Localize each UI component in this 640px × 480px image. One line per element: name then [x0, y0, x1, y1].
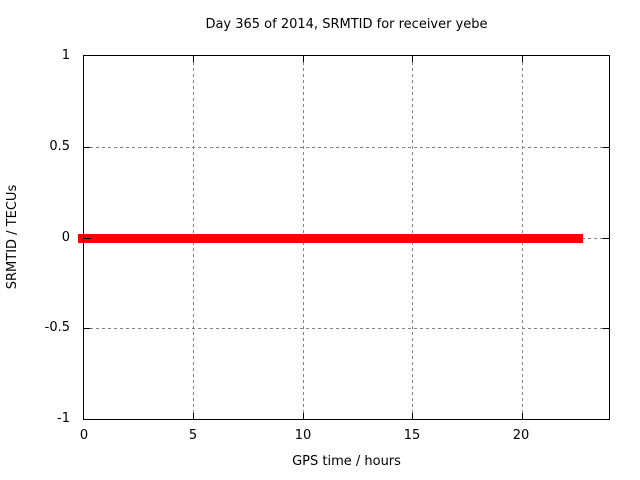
x-tick-label: 15 [403, 428, 421, 443]
axis-tick [522, 413, 523, 419]
y-tick-label: 0.5 [49, 139, 70, 154]
y-tick-label: -0.5 [44, 320, 70, 335]
axis-tick [603, 238, 609, 239]
chart-title: Day 365 of 2014, SRMTID for receiver yeb… [205, 17, 488, 32]
axis-tick [412, 413, 413, 419]
x-tick-label: 0 [79, 428, 89, 443]
axis-tick [603, 147, 609, 148]
axis-tick [193, 413, 194, 419]
axis-tick [412, 56, 413, 62]
y-tick-label: 0 [61, 230, 70, 245]
x-tick-label: 5 [188, 428, 198, 443]
axis-tick [84, 328, 90, 329]
x-tick-label: 10 [294, 428, 312, 443]
axis-tick [522, 56, 523, 62]
axis-tick [84, 238, 90, 239]
y-tick-label: 1 [61, 48, 70, 63]
x-tick-label: 20 [512, 428, 530, 443]
axis-tick [193, 56, 194, 62]
horizontal-gridline [84, 147, 609, 148]
axis-tick [303, 413, 304, 419]
y-tick-label: -1 [57, 411, 70, 426]
plot-area [78, 55, 610, 420]
axis-tick [603, 328, 609, 329]
x-axis-label: GPS time / hours [292, 454, 401, 469]
horizontal-gridline [84, 328, 609, 329]
axis-tick [84, 147, 90, 148]
series-line-srmtid [78, 234, 583, 243]
axis-tick [303, 56, 304, 62]
